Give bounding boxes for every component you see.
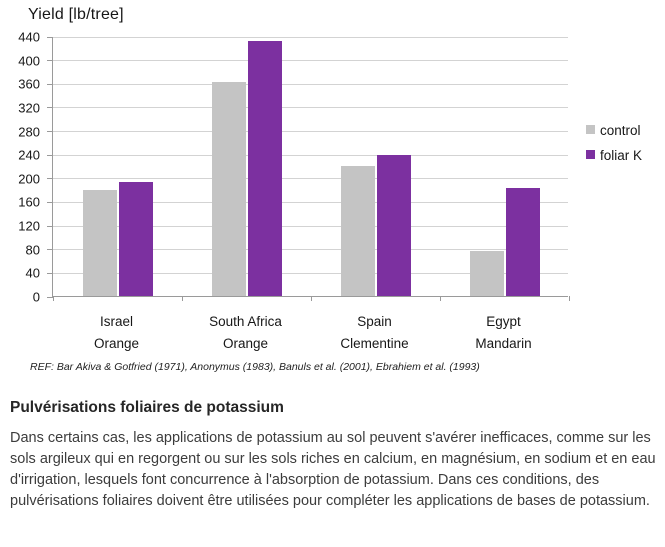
plot-area [47,36,570,301]
y-tick [47,131,53,133]
y-axis-labels: 0 40 80 120 160 200 240 280 320 360 400 440 [0,30,40,305]
legend-item: control [586,123,642,139]
x-category-label: Israel Orange [52,311,181,355]
y-tick [47,154,53,156]
y-tick [47,249,53,251]
legend: control foliar K [586,123,642,173]
x-category-label-line: Clementine [340,336,409,351]
gridline [53,201,568,203]
y-tick [47,272,53,274]
x-category-label-line: Egypt [486,314,521,329]
gridline [53,131,568,133]
x-tick [181,296,183,301]
legend-item: foliar K [586,148,642,164]
x-category-label: Egypt Mandarin [439,311,568,355]
y-tick-label: 440 [18,29,40,45]
gridline [53,107,568,109]
gridline [53,225,568,227]
x-category-label-line: Orange [93,336,140,351]
gridline [53,36,568,38]
y-tick-label: 360 [18,76,40,92]
gridline [53,249,568,251]
y-tick [47,36,53,38]
x-category-label-line: Israel [99,314,133,329]
bar-foliar-k-2 [376,155,411,296]
y-tick [47,60,53,62]
y-tick [47,296,53,298]
y-tick [47,83,53,85]
x-tick [52,296,54,301]
bar-foliar-k-1 [247,41,282,296]
bar-foliar-k-3 [505,188,540,296]
x-tick [310,296,312,301]
y-tick-label: 120 [18,218,40,234]
article-body: Dans certains cas, les applications de p… [10,430,656,509]
x-category-label-line: Orange [222,336,269,351]
y-tick-label: 160 [18,194,40,210]
y-tick-label: 280 [18,124,40,140]
y-tick [47,201,53,203]
legend-label: foliar K [600,148,643,163]
article-heading: Pulvérisations foliaires de potassium [10,399,284,416]
x-tick [439,296,441,301]
gridline [53,178,568,180]
y-tick [47,178,53,180]
y-tick-label: 400 [18,53,40,69]
bar-control-0 [82,189,117,296]
gridline [53,272,568,274]
x-category-label-line: Spain [357,314,392,329]
legend-swatch [586,125,595,134]
legend-swatch [586,150,595,159]
x-category-label: Spain Clementine [310,311,439,355]
gridline [53,154,568,156]
y-tick-label: 0 [32,289,40,305]
y-tick-label: 240 [18,147,40,163]
x-axis-labels: Israel Orange South Africa Orange Spain Cleme… [52,311,567,359]
x-category-label-line: South Africa [209,314,282,329]
gridline [53,83,568,85]
x-tick [568,296,570,301]
bar-control-1 [211,82,246,296]
reference-note: REF: Bar Akiva & Gotfried (1971), Anonym… [30,361,480,373]
bar-foliar-k-0 [118,181,153,296]
x-category-label: South Africa Orange [181,311,310,355]
gridline [53,60,568,62]
bar-control-3 [469,251,504,296]
bar-control-2 [340,166,375,296]
y-tick-label: 320 [18,100,40,116]
chart-title: Yield [lb/tree] [28,6,124,23]
y-tick [47,107,53,109]
y-tick-label: 200 [18,171,40,187]
y-tick-label: 40 [25,265,40,281]
y-tick-label: 80 [25,242,40,258]
x-category-label-line: Mandarin [475,336,532,351]
y-tick [47,225,53,227]
legend-label: control [600,123,641,138]
